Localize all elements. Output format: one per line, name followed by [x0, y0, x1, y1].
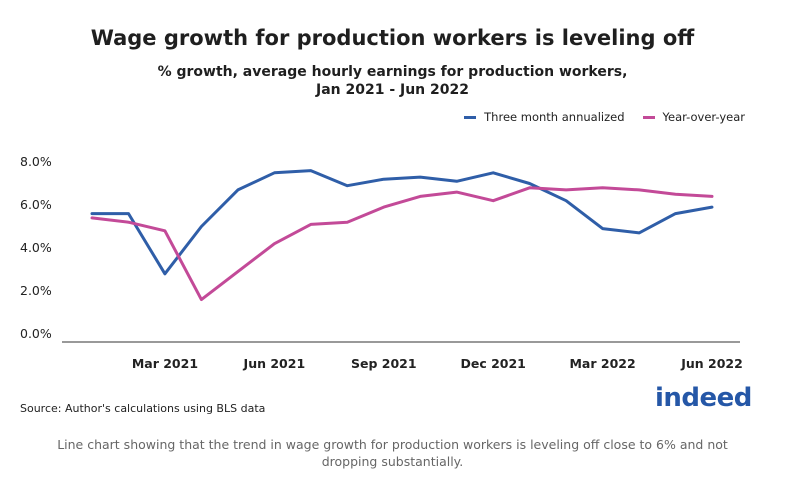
y-tick-label: 0.0%	[20, 326, 52, 341]
y-tick-label: 2.0%	[20, 283, 52, 298]
y-tick-label: 6.0%	[20, 197, 52, 212]
legend-label-three-month: Three month annualized	[484, 110, 625, 124]
x-tick-label: Sep 2021	[351, 356, 417, 371]
chart-subtitle: % growth, average hourly earnings for pr…	[0, 63, 785, 99]
chart-subtitle-line-2: Jan 2021 - Jun 2022	[315, 82, 469, 98]
series-line-three-month-annualized	[90, 169, 714, 276]
y-tick-label: 8.0%	[20, 154, 52, 169]
indeed-logo: indeed	[655, 383, 752, 413]
x-tick-label: Jun 2021	[243, 356, 306, 371]
chart-legend: Three month annualized Year-over-year	[446, 110, 745, 124]
source-note: Source: Author's calculations using BLS …	[20, 402, 266, 415]
legend-label-year-over-year: Year-over-year	[662, 110, 746, 124]
x-tick-label: Jun 2022	[680, 356, 743, 371]
y-tick-label: 4.0%	[20, 240, 52, 255]
chart-caption: Line chart showing that the trend in wag…	[57, 437, 728, 469]
x-tick-label: Dec 2021	[460, 356, 525, 371]
series-line-year-over-year	[90, 186, 714, 302]
legend-swatch-three-month	[464, 115, 477, 119]
x-tick-label: Mar 2022	[569, 356, 635, 371]
x-tick-label: Mar 2021	[132, 356, 198, 371]
legend-item-three-month: Three month annualized	[464, 110, 625, 124]
chart-subtitle-line-1: % growth, average hourly earnings for pr…	[157, 64, 628, 80]
legend-swatch-year-over-year	[642, 115, 655, 119]
legend-item-year-over-year: Year-over-year	[642, 110, 746, 124]
chart-title: Wage growth for production workers is le…	[90, 26, 695, 50]
